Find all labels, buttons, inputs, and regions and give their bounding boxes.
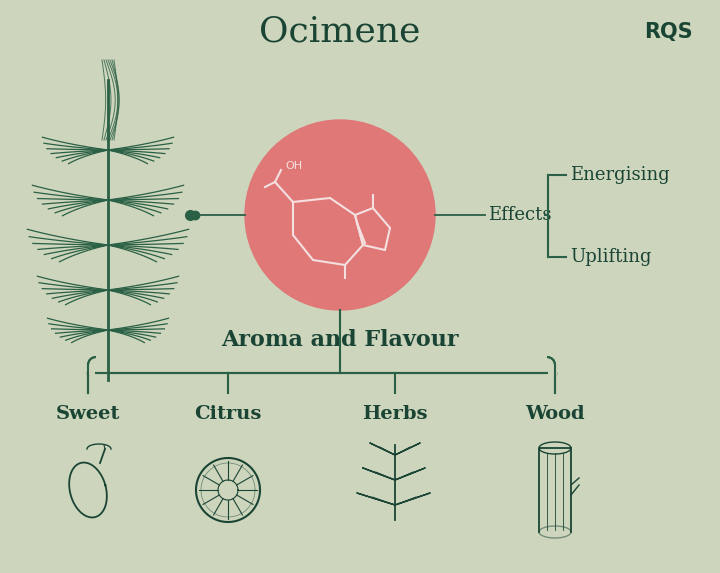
Text: Aroma and Flavour: Aroma and Flavour xyxy=(221,329,459,351)
Text: RQS: RQS xyxy=(644,22,693,42)
Text: Sweet: Sweet xyxy=(56,405,120,423)
Text: Energising: Energising xyxy=(570,166,670,184)
Text: Herbs: Herbs xyxy=(362,405,428,423)
Text: OH: OH xyxy=(285,161,302,171)
Text: Effects: Effects xyxy=(488,206,552,224)
Circle shape xyxy=(245,120,435,310)
Text: Ocimene: Ocimene xyxy=(259,15,420,49)
Text: Wood: Wood xyxy=(525,405,585,423)
Text: Citrus: Citrus xyxy=(194,405,261,423)
Text: Uplifting: Uplifting xyxy=(570,248,652,266)
